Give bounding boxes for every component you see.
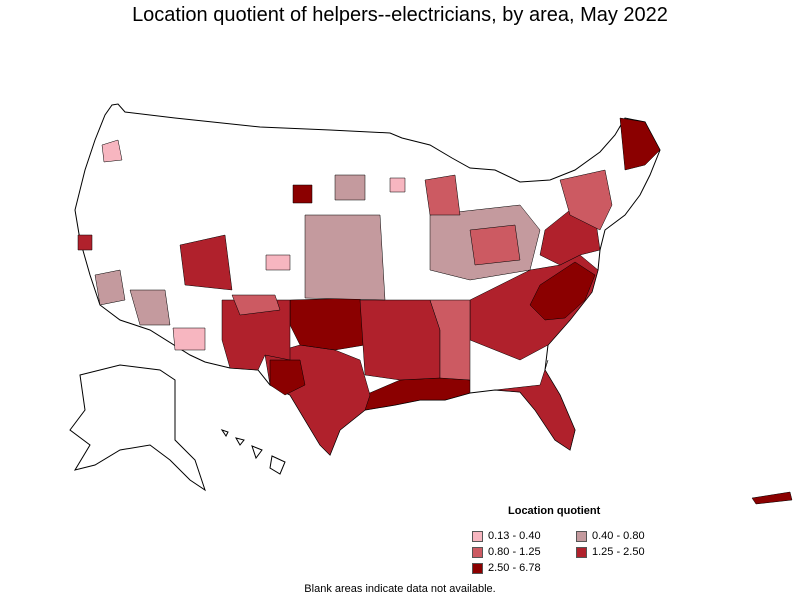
region-south-central bbox=[359, 299, 441, 381]
legend-item-5: 2.50 - 6.78 bbox=[472, 562, 541, 574]
legend-item-2: 0.40 - 0.80 bbox=[576, 530, 645, 542]
legend-swatch-2 bbox=[576, 530, 587, 542]
region-colorado-east bbox=[231, 294, 281, 316]
legend-swatch-1 bbox=[472, 530, 483, 542]
legend-label-1: 0.13 - 0.40 bbox=[488, 530, 541, 542]
region-west-texas bbox=[269, 359, 306, 396]
region-montana-dark bbox=[292, 184, 313, 204]
puerto-rico bbox=[751, 491, 793, 505]
region-tn-al bbox=[429, 299, 471, 381]
region-california-coast bbox=[94, 269, 126, 306]
region-dakota-mid bbox=[334, 174, 366, 201]
region-new-mexico bbox=[221, 299, 291, 371]
region-arizona bbox=[129, 289, 171, 326]
region-northeast bbox=[559, 169, 613, 231]
region-plains bbox=[304, 214, 386, 301]
region-upper-midwest-pink bbox=[389, 177, 406, 193]
region-sf-bay bbox=[77, 234, 93, 251]
map-title: Location quotient of helpers--electricia… bbox=[132, 4, 668, 26]
legend-swatch-4 bbox=[576, 546, 587, 558]
region-ohio-valley bbox=[469, 224, 521, 266]
legend-item-1: 0.13 - 0.40 bbox=[472, 530, 541, 542]
region-arizona-south bbox=[172, 327, 206, 351]
legend-swatch-3 bbox=[472, 546, 483, 558]
legend-title: Location quotient bbox=[508, 505, 601, 517]
legend-item-4: 1.25 - 2.50 bbox=[576, 546, 645, 558]
region-maine bbox=[619, 117, 661, 171]
region-colorado-pink bbox=[265, 254, 291, 271]
legend-label-2: 0.40 - 0.80 bbox=[592, 530, 645, 542]
legend-swatch-5 bbox=[472, 562, 483, 574]
footnote: Blank areas indicate data not available. bbox=[304, 583, 496, 595]
region-utah bbox=[179, 234, 233, 291]
legend-item-3: 0.80 - 1.25 bbox=[472, 546, 541, 558]
region-washington-pink bbox=[101, 139, 123, 163]
legend-label-3: 0.80 - 1.25 bbox=[488, 546, 541, 558]
region-great-lakes bbox=[424, 174, 461, 216]
legend-label-4: 1.25 - 2.50 bbox=[592, 546, 645, 558]
hawaii-islands bbox=[220, 429, 286, 475]
legend-label-5: 2.50 - 6.78 bbox=[488, 562, 541, 574]
region-florida bbox=[494, 359, 576, 451]
alaska-outline bbox=[69, 364, 206, 492]
region-oklahoma bbox=[289, 297, 366, 351]
legend: 0.13 - 0.40 0.40 - 0.80 0.80 - 1.25 1.25… bbox=[472, 530, 672, 578]
region-carolinas-highest bbox=[529, 261, 596, 321]
